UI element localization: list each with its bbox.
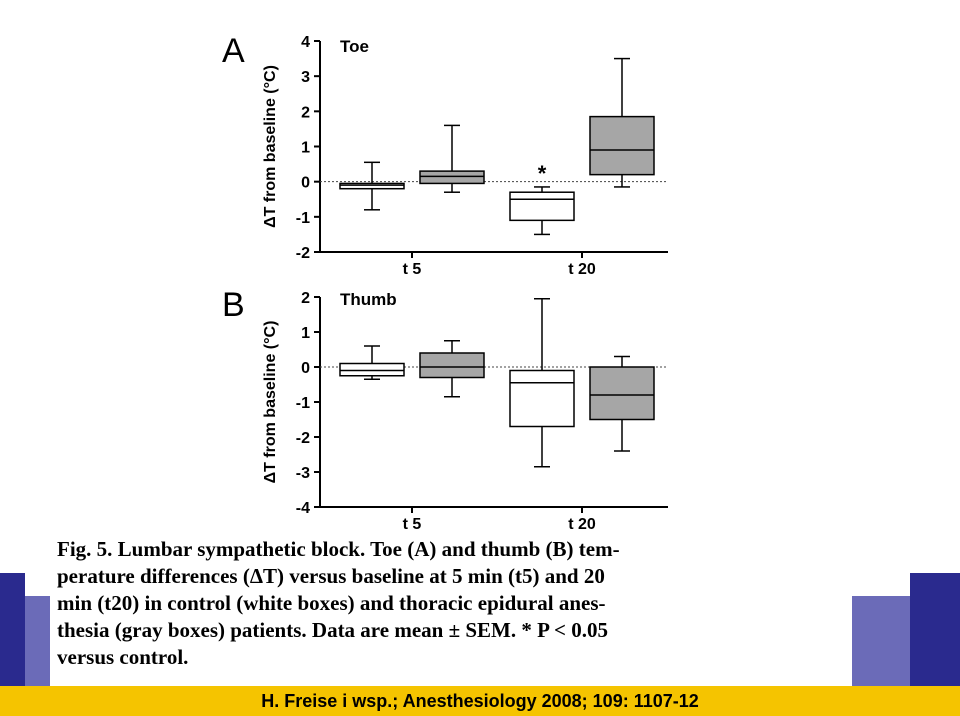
y-tick-label: -4 bbox=[296, 500, 310, 517]
control-box bbox=[339, 362, 405, 377]
y-tick-label: -1 bbox=[296, 210, 310, 227]
y-tick-label: -3 bbox=[296, 465, 310, 482]
caption-line: min (t20) in control (white boxes) and t… bbox=[57, 591, 606, 615]
caption-line: thesia (gray boxes) patients. Data are m… bbox=[57, 618, 608, 642]
significance-asterisk: * bbox=[538, 161, 547, 186]
panel-title: Toe bbox=[340, 37, 369, 56]
y-axis-label: ΔT from baseline (°C) bbox=[262, 65, 279, 228]
panel-letter: B bbox=[222, 286, 245, 324]
epidural-box bbox=[419, 170, 485, 185]
citation-footer: H. Freise i wsp.; Anesthesiology 2008; 1… bbox=[0, 686, 960, 716]
y-tick-label: 4 bbox=[301, 34, 310, 51]
y-tick-label: 1 bbox=[301, 140, 310, 157]
right-side-bar bbox=[910, 573, 960, 686]
x-tick-label: t 20 bbox=[568, 516, 596, 533]
x-tick-label: t 20 bbox=[568, 261, 596, 278]
y-tick-label: 2 bbox=[301, 104, 310, 121]
y-axis-label: ΔT from baseline (°C) bbox=[262, 321, 279, 484]
left-side-accent bbox=[25, 596, 50, 686]
epidural-box bbox=[589, 115, 655, 176]
citation-text: H. Freise i wsp.; Anesthesiology 2008; 1… bbox=[261, 690, 699, 711]
panel-title: Thumb bbox=[340, 290, 397, 309]
y-tick-label: 0 bbox=[301, 360, 310, 377]
x-tick-label: t 5 bbox=[403, 516, 422, 533]
panel-letter: A bbox=[222, 32, 245, 70]
caption-line: perature differences (ΔT) versus baselin… bbox=[57, 564, 605, 588]
control-box bbox=[339, 182, 405, 190]
x-tick-label: t 5 bbox=[403, 261, 422, 278]
epidural-box bbox=[419, 352, 485, 379]
right-side-accent bbox=[852, 596, 910, 686]
left-side-bar bbox=[0, 573, 25, 686]
y-tick-label: 3 bbox=[301, 69, 310, 86]
epidural-box bbox=[589, 366, 655, 421]
caption-line: versus control. bbox=[57, 645, 189, 669]
control-box bbox=[509, 369, 575, 428]
caption-line: Fig. 5. Lumbar sympathetic block. Toe (A… bbox=[57, 537, 620, 561]
box-plot-figure: A Toe -2 -1 0 1 2 3 4 t 5 t 20 ΔT from baseline (°C… bbox=[222, 32, 668, 533]
y-tick-label: -1 bbox=[296, 395, 310, 412]
figure-caption: Fig. 5. Lumbar sympathetic block. Toe (A… bbox=[57, 536, 857, 671]
y-tick-label: 2 bbox=[301, 290, 310, 307]
y-tick-label: 1 bbox=[301, 325, 310, 342]
y-tick-label: -2 bbox=[296, 430, 310, 447]
y-tick-label: -2 bbox=[296, 245, 310, 262]
y-tick-label: 0 bbox=[301, 175, 310, 192]
control-box bbox=[509, 191, 575, 222]
